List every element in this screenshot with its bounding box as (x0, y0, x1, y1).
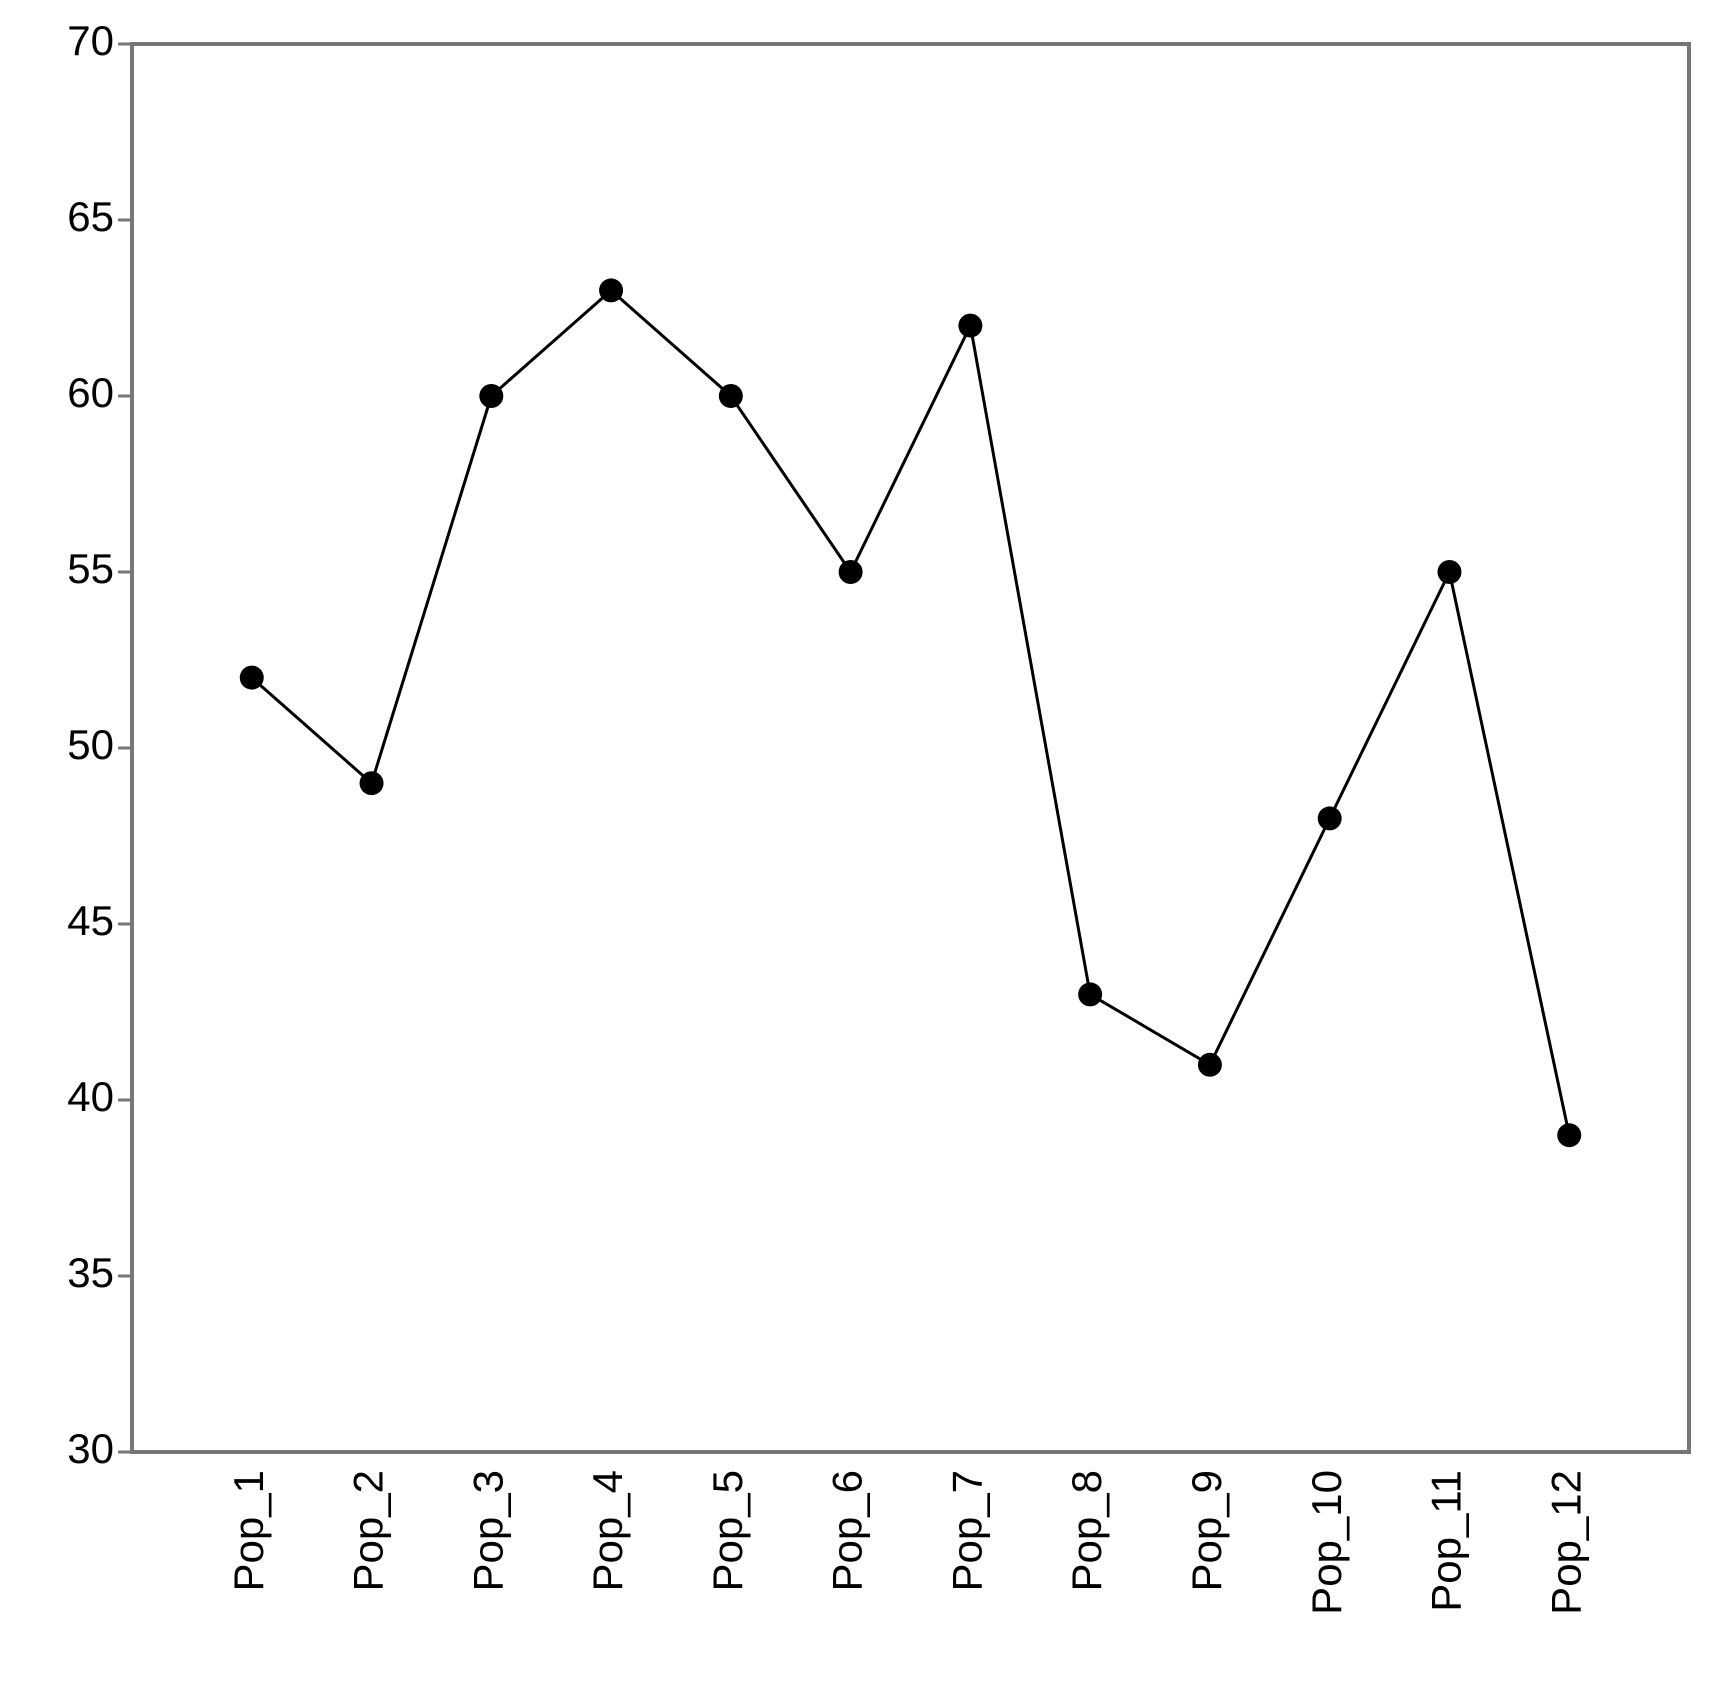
data-point (1078, 982, 1103, 1007)
y-tick-label: 65 (67, 193, 114, 240)
data-point (958, 313, 983, 338)
x-tick-label: Pop_8 (1063, 1470, 1110, 1591)
y-tick-label: 30 (67, 1425, 114, 1472)
x-tick-label: Pop_11 (1423, 1470, 1470, 1612)
y-tick-label: 60 (67, 369, 114, 416)
y-tick-label: 45 (67, 897, 114, 944)
x-tick-label: Pop_9 (1183, 1470, 1230, 1591)
x-tick-label: Pop_7 (943, 1470, 990, 1591)
data-point (479, 384, 504, 408)
x-tick-label: Pop_3 (464, 1470, 511, 1591)
data-point (599, 278, 624, 303)
data-point (1197, 1052, 1222, 1077)
y-tick-label: 55 (67, 545, 114, 592)
x-tick-label: Pop_2 (345, 1470, 392, 1591)
x-tick-label: Pop_4 (584, 1470, 631, 1591)
y-tick-label: 40 (67, 1073, 114, 1120)
data-point (718, 384, 743, 408)
data-point (359, 771, 384, 796)
data-line (250, 288, 1571, 1136)
x-tick-label: Pop_12 (1542, 1470, 1589, 1615)
data-point (239, 665, 264, 690)
x-tick-label: Pop_5 (704, 1470, 751, 1591)
data-point (1557, 1123, 1582, 1148)
y-tick-label: 50 (67, 721, 114, 768)
data-point (1437, 560, 1462, 584)
y-tick-label: 35 (67, 1249, 114, 1296)
data-point (838, 560, 863, 584)
x-tick-label: Pop_6 (824, 1470, 871, 1591)
y-tick-label: 70 (67, 17, 114, 64)
data-point (1317, 806, 1342, 831)
plot-frame (130, 42, 1691, 1454)
x-tick-label: Pop_10 (1303, 1470, 1350, 1615)
x-tick-label: Pop_1 (225, 1470, 272, 1591)
